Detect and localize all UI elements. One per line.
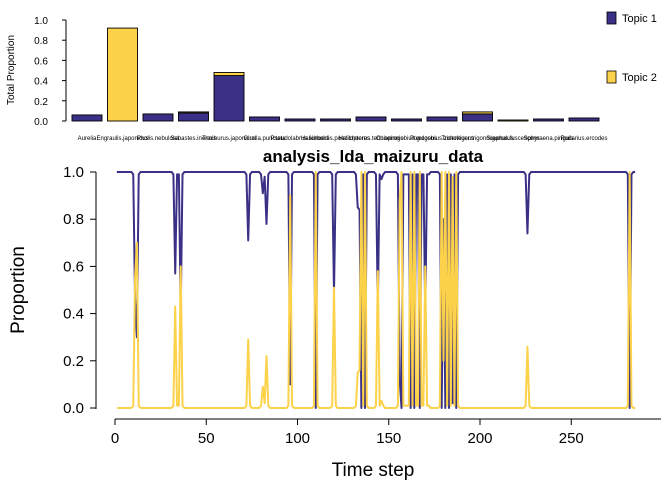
bottom-x-tick-label: 50 [198,430,215,447]
bottom-line-chart: analysis_lda_maizuru_data 0.00.20.40.60.… [8,147,661,480]
bar-1-8 [356,117,386,121]
legend-swatch-topic-1 [607,12,616,24]
bottom-y-tick-label: 0.0 [63,400,84,417]
top-y-axis-title: Total Proportion [6,35,17,105]
bar-1-3 [179,113,209,121]
top-bar-chart: 0.0 0.2 0.4 0.6 0.8 1.0 Aurelia Engraulis.japo… [6,16,608,142]
legend: Topic 1 Topic 2 [607,12,657,84]
bottom-y-ticks: 0.0 0.2 0.4 0.6 0.8 1.0 [63,164,96,417]
bar-1-7 [321,119,351,121]
bottom-x-ticks: 0 50 100 150 200 250 [111,419,584,447]
bottom-y-tick-label: 0.8 [63,211,84,228]
top-y-tick-label: 0.0 [34,117,48,128]
bottom-x-tick-label: 0 [111,430,119,447]
bottom-x-tick-label: 200 [467,430,492,447]
top-y-tick-label: 0.6 [34,56,48,67]
top-y-tick-label: 1.0 [34,16,48,27]
top-x-tick-label: Rudarius.ercodes [560,136,607,142]
bar-1-14 [569,118,599,121]
bar-1-11 [463,114,493,121]
bottom-y-tick-label: 0.2 [63,353,84,370]
top-y-tick-label: 0.2 [34,97,48,108]
bar-1-5 [250,117,280,121]
bottom-y-tick-label: 0.4 [63,306,84,323]
bar-2-3 [179,112,209,113]
bar-2-11 [463,112,493,114]
bottom-x-axis-title: Time step [332,460,415,480]
top-bars [72,28,599,121]
bar-1-2 [143,114,173,121]
bar-2-4 [214,73,244,76]
bar-1-4 [214,76,244,121]
top-x-tick-label: Aurelia [78,136,97,142]
bottom-x-tick-label: 150 [376,430,401,447]
legend-label-topic-1: Topic 1 [622,13,657,25]
bottom-chart-title: analysis_lda_maizuru_data [263,147,484,166]
bottom-y-axis-title: Proportion [8,246,29,334]
top-y-tick-label: 0.8 [34,36,48,47]
legend-swatch-topic-2 [607,71,616,83]
top-y-tick-label: 0.4 [34,77,48,88]
bottom-y-tick-label: 0.6 [63,258,84,275]
bar-2-1 [108,28,138,121]
bottom-x-tick-label: 250 [559,430,584,447]
bar-1-0 [72,115,102,121]
top-y-ticks: 0.0 0.2 0.4 0.6 0.8 1.0 [34,16,66,128]
top-x-tick-labels: Aurelia Engraulis.japonicusPholis.nebulos… [78,136,608,142]
bottom-y-tick-label: 1.0 [63,164,84,181]
bar-1-6 [285,119,315,121]
bottom-lines [117,172,635,408]
bar-1-10 [427,117,457,121]
bottom-x-tick-label: 100 [285,430,310,447]
bar-1-9 [392,119,422,121]
bar-2-12 [498,120,528,121]
bar-1-13 [534,119,564,121]
legend-label-topic-2: Topic 2 [622,72,657,84]
